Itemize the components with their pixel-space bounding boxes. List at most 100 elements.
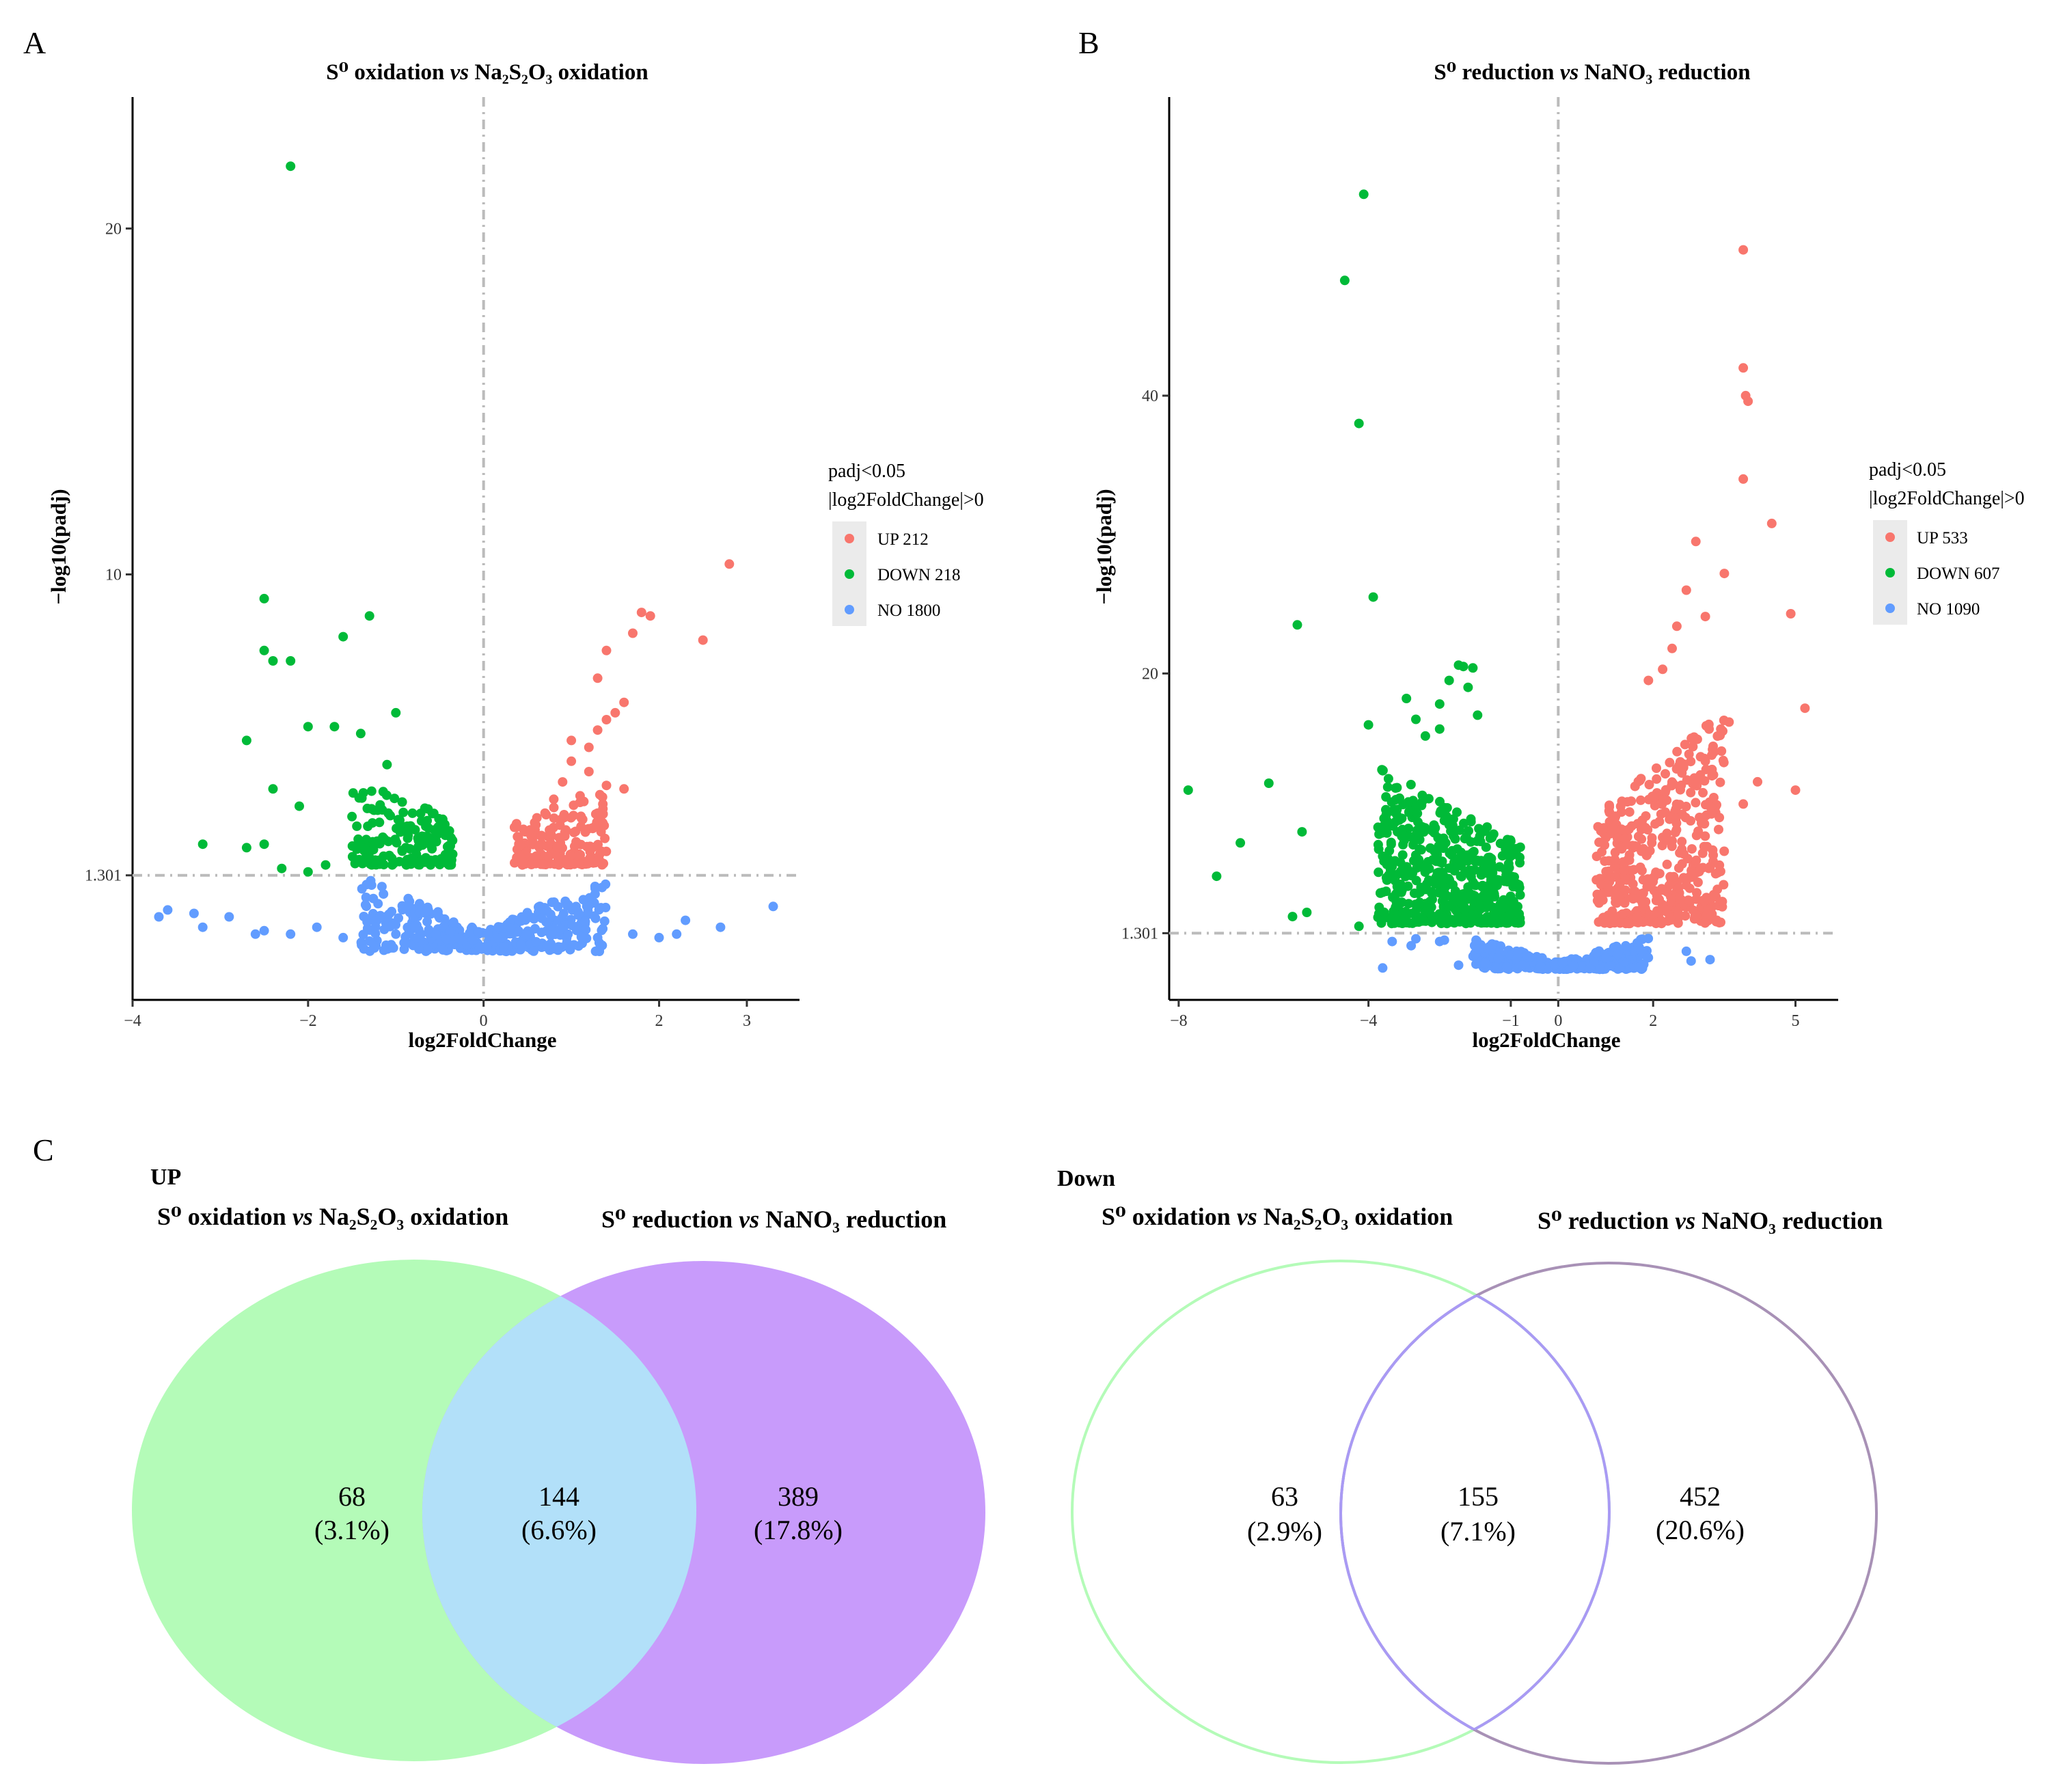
volcano-plot-b: S⁰ reduction vs NaNO₃ reduction −8 −4 −1 0 2… bbox=[1092, 60, 2025, 1052]
chart-b-point-down bbox=[1403, 797, 1413, 807]
chart-b-point-no bbox=[1517, 960, 1527, 970]
chart-b-point-down bbox=[1379, 907, 1389, 917]
chart-b-legend-down: DOWN 607 bbox=[1917, 565, 2000, 583]
chart-a-point-no bbox=[224, 912, 234, 922]
chart-b-point-up bbox=[1652, 774, 1662, 784]
chart-a-y-tick-label: 20 bbox=[105, 220, 122, 238]
chart-a-point-no bbox=[571, 901, 581, 912]
chart-a-point-no bbox=[598, 923, 608, 934]
chart-a-point-down bbox=[364, 611, 374, 621]
chart-a-point-up bbox=[619, 784, 629, 794]
chart-b-point-up bbox=[1673, 918, 1683, 928]
chart-b-point-up bbox=[1620, 898, 1630, 908]
chart-b-point-down bbox=[1395, 858, 1406, 868]
chart-b-point-up bbox=[1641, 811, 1651, 821]
chart-a-point-down bbox=[391, 707, 401, 718]
chart-b-point-down bbox=[1468, 663, 1478, 673]
chart-a-point-no bbox=[628, 929, 638, 939]
chart-a-point-down bbox=[371, 860, 381, 870]
chart-a-point-no bbox=[384, 909, 394, 919]
chart-a-point-up bbox=[590, 821, 601, 831]
chart-b-point-down bbox=[1451, 906, 1462, 916]
chart-b-point-down bbox=[1499, 895, 1509, 905]
chart-b-point-no bbox=[1535, 962, 1546, 972]
chart-b-point-up bbox=[1707, 764, 1717, 774]
chart-a-point-no bbox=[530, 923, 540, 934]
chart-b-point-up bbox=[1718, 755, 1728, 765]
chart-b-point-up bbox=[1680, 739, 1690, 750]
chart-b-point-up bbox=[1661, 836, 1671, 845]
chart-a-point-no bbox=[422, 906, 432, 917]
chart-b-point-down bbox=[1437, 911, 1447, 921]
chart-a-point-up bbox=[610, 707, 620, 718]
chart-a-point-down bbox=[329, 722, 340, 732]
chart-a-point-down bbox=[431, 837, 441, 847]
chart-a-point-down bbox=[347, 811, 357, 822]
chart-a-legend-up: UP 212 bbox=[877, 530, 929, 549]
chart-a-point-no bbox=[529, 946, 538, 956]
chart-b-point-up bbox=[1714, 813, 1725, 823]
chart-b-point-up bbox=[1591, 852, 1602, 861]
chart-b-point-down bbox=[1397, 824, 1408, 834]
chart-a-legend-dot-no bbox=[845, 605, 854, 614]
chart-a-point-up bbox=[592, 808, 603, 818]
chart-a-point-no bbox=[546, 930, 556, 940]
chart-b-point-down bbox=[1443, 901, 1453, 912]
chart-a-x-ticks: −4 −2 0 2 3 bbox=[124, 1000, 751, 1030]
chart-a-point-up bbox=[575, 791, 585, 801]
venn-up-overlap-count: 144 bbox=[538, 1481, 579, 1512]
chart-b-point-down bbox=[1415, 897, 1425, 908]
chart-b-point-up bbox=[1699, 896, 1709, 906]
chart-a-point-up bbox=[601, 846, 612, 856]
chart-a-point-down bbox=[241, 843, 251, 853]
chart-a-point-no bbox=[576, 932, 586, 942]
chart-b-point-no bbox=[1634, 962, 1643, 973]
chart-b-point-down bbox=[1383, 774, 1393, 784]
chart-b-point-up bbox=[1679, 759, 1689, 770]
chart-a-point-up bbox=[601, 645, 612, 655]
chart-a-point-no bbox=[250, 929, 260, 939]
chart-a-point-up bbox=[598, 817, 608, 828]
chart-a-point-down bbox=[360, 843, 370, 854]
chart-b-point-down bbox=[1514, 909, 1525, 919]
chart-a-point-up bbox=[584, 767, 594, 776]
chart-b-point-up bbox=[1683, 895, 1693, 906]
chart-b-point-no bbox=[1613, 949, 1623, 960]
chart-b-point-down bbox=[1433, 832, 1443, 843]
chart-b-point-down bbox=[1503, 858, 1514, 869]
chart-b-point-no bbox=[1585, 964, 1595, 974]
chart-a-point-up bbox=[566, 735, 577, 746]
chart-a-point-down bbox=[382, 759, 392, 770]
chart-b-point-up bbox=[1692, 888, 1702, 898]
chart-b-x-tick-label: −4 bbox=[1360, 1012, 1378, 1030]
chart-b-point-down bbox=[1436, 806, 1447, 817]
chart-b-point-down bbox=[1382, 859, 1392, 869]
chart-b-point-up bbox=[1677, 859, 1687, 869]
chart-b-point-up bbox=[1596, 880, 1606, 890]
chart-a-point-up bbox=[566, 756, 577, 766]
chart-a-point-down bbox=[277, 863, 287, 873]
chart-a-point-no bbox=[154, 912, 164, 922]
chart-a-point-down bbox=[303, 867, 313, 877]
chart-a-point-down bbox=[286, 656, 296, 666]
chart-b-point-down bbox=[1423, 793, 1434, 804]
chart-b-point-down bbox=[1474, 824, 1484, 834]
chart-b-point-down bbox=[1287, 912, 1298, 922]
chart-b-x-title: log2FoldChange bbox=[1472, 1028, 1620, 1052]
chart-b-point-up bbox=[1695, 752, 1706, 762]
chart-a-point-no bbox=[579, 917, 590, 927]
chart-b-point-down bbox=[1450, 834, 1460, 844]
chart-a-point-no bbox=[558, 908, 569, 919]
chart-a-point-down bbox=[427, 843, 437, 854]
chart-b-point-down bbox=[1444, 863, 1454, 873]
chart-b-point-down bbox=[1452, 844, 1462, 854]
chart-b-point-up bbox=[1630, 886, 1640, 897]
chart-b-point-up bbox=[1611, 811, 1621, 822]
chart-b-point-down bbox=[1419, 916, 1429, 926]
chart-b-point-no bbox=[1480, 958, 1490, 968]
chart-a-point-no bbox=[553, 901, 563, 912]
venn-up-overlap-pct: (6.6%) bbox=[521, 1515, 597, 1545]
chart-a-point-no bbox=[433, 911, 443, 921]
chart-b-point-up bbox=[1677, 844, 1687, 854]
chart-a-point-down bbox=[241, 735, 251, 746]
